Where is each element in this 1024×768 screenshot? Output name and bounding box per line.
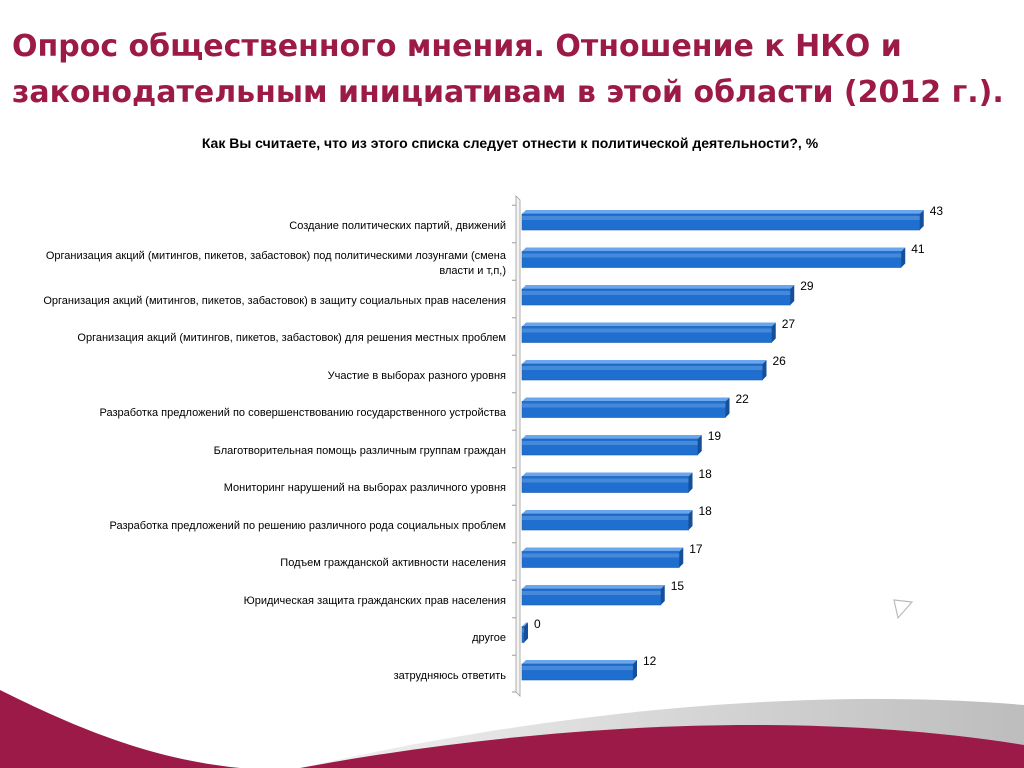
bar (521, 510, 693, 531)
bar (521, 622, 528, 643)
value-label: 43 (929, 204, 944, 218)
category-label: Разработка предложений по решению различ… (109, 519, 506, 532)
bar (521, 397, 730, 418)
category-label: Разработка предложений по совершенствова… (99, 407, 506, 419)
bar (521, 210, 924, 231)
category-label: затрудняюсь ответить (393, 669, 506, 682)
bar (521, 247, 906, 268)
value-label: 12 (643, 654, 657, 668)
value-label: 15 (670, 579, 685, 593)
page-title: Опрос общественного мнения. Отношение к … (12, 29, 1004, 110)
category-label: Организация акций (митингов, пикетов, за… (45, 249, 506, 277)
value-label: 0 (534, 616, 541, 631)
bar (521, 435, 702, 456)
category-label: Подъем гражданской активности населения (280, 557, 506, 569)
value-label: 41 (911, 241, 925, 256)
chart-title: Как Вы считаете, что из этого списка сле… (201, 135, 819, 151)
bar (521, 660, 637, 681)
value-label: 22 (735, 391, 749, 406)
category-label: Организация акций (митингов, пикетов, за… (43, 294, 506, 307)
value-label: 27 (781, 316, 796, 331)
value-label: 18 (698, 504, 712, 518)
bar (521, 472, 693, 493)
category-label: Участие в выборах разного уровня (327, 369, 506, 382)
category-label: другое (472, 632, 506, 644)
value-label: 26 (772, 354, 786, 368)
value-label: 19 (707, 429, 722, 443)
bar (521, 585, 665, 606)
bar (521, 547, 684, 568)
value-label: 18 (698, 466, 712, 481)
value-label: 29 (800, 279, 814, 293)
category-label: Организация акций (митингов, пикетов, за… (77, 332, 506, 344)
axis-wall (515, 195, 521, 697)
page-corner-icon (893, 599, 914, 620)
value-label: 17 (689, 541, 703, 556)
bar (521, 360, 767, 381)
category-label: Создание политических партий, движений (289, 219, 506, 232)
bar (521, 285, 795, 306)
category-label: Юридическая защита гражданских прав насе… (243, 594, 506, 607)
bar (521, 322, 776, 343)
category-label: Благотворительная помощь различным групп… (213, 444, 506, 457)
category-label: Мониторинг нарушений на выборах различно… (223, 482, 506, 494)
